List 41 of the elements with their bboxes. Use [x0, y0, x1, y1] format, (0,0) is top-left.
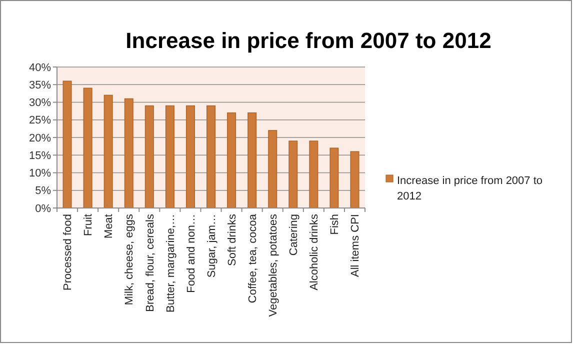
- bar: [248, 112, 257, 208]
- legend-label: Increase in price from 2007 to 2012: [397, 174, 543, 202]
- x-tick-label: Soft drinks: [226, 214, 238, 266]
- x-tick-label: Fruit: [82, 214, 95, 236]
- y-tick-label: 0%: [35, 202, 52, 215]
- x-tick-label: Meat: [103, 214, 116, 238]
- y-tick-label: 35%: [28, 79, 52, 92]
- bar: [124, 98, 134, 208]
- bar: [350, 151, 360, 208]
- y-tick-label: 20%: [28, 132, 52, 144]
- bar: [144, 105, 154, 208]
- bar: [330, 148, 339, 208]
- x-tick-label: All items CPI: [350, 214, 362, 277]
- bar: [288, 140, 298, 208]
- y-tick-label: 40%: [28, 62, 52, 74]
- x-tick-label: Catering: [288, 214, 300, 256]
- y-tick-label: 15%: [28, 150, 52, 162]
- x-tick-label: Bread, flour, cereals: [144, 214, 156, 312]
- bar: [104, 94, 113, 208]
- y-tick-label: 30%: [28, 97, 52, 110]
- x-tick-label: Coffee, tea, cocoa: [246, 213, 259, 304]
- x-tick-label: Food and non…: [185, 214, 198, 293]
- chart-title: Increase in price from 2007 to 2012: [126, 28, 492, 53]
- x-tick-label: Alcoholic drinks: [308, 214, 321, 290]
- bar: [83, 88, 92, 208]
- bar: [227, 112, 236, 208]
- bar: [268, 130, 278, 208]
- x-tick-label: Processed food: [62, 214, 74, 290]
- x-tick-label: Butter, margarine,…: [164, 214, 177, 312]
- bar: [186, 105, 195, 208]
- bar: [165, 105, 174, 208]
- y-tick-label: 5%: [35, 185, 52, 198]
- x-tick-label: Vegetables, potatoes: [267, 214, 280, 317]
- bar: [309, 140, 318, 208]
- y-tick-label: 25%: [28, 114, 52, 127]
- x-tick-label: Fish: [329, 214, 342, 235]
- y-tick-label: 10%: [28, 168, 52, 180]
- bar: [206, 105, 216, 208]
- bar: [62, 80, 72, 208]
- x-tick-label: Milk, cheese, eggs: [124, 214, 136, 306]
- x-tick-label: Sugar, jam…: [206, 214, 218, 278]
